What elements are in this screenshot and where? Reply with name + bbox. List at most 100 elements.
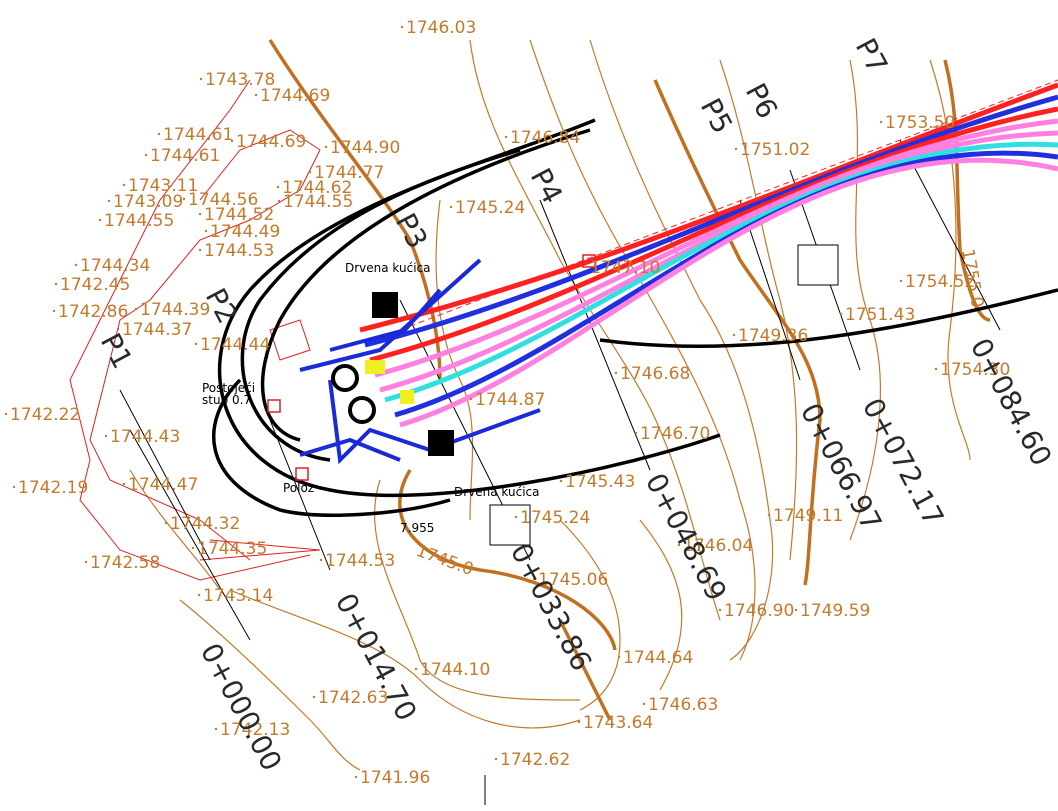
elevation-point [504,135,508,139]
elevation-point [718,608,722,612]
contour-line [229,589,581,729]
structure [299,437,401,462]
elevation-label: 1744.56 [188,190,258,210]
elevation-label: 1742.86 [58,302,128,322]
marker [582,254,596,268]
cable [379,130,1058,393]
elevation-point [319,558,323,562]
road-line [212,378,451,517]
elevation-point [839,312,843,316]
contour-line [719,59,798,561]
elevation-point [98,218,102,222]
elevation-point [577,720,581,724]
contour-line [639,519,683,691]
elevation-point [104,434,108,438]
elevation-point [584,265,588,269]
elevation-label: 1743.78 [205,70,275,90]
elevation-point [677,543,681,547]
elevation-point [122,482,126,486]
elevation-point [494,757,498,761]
elevation-point [414,667,418,671]
note-text: 7.955 [400,521,434,535]
note-text: Postojeći [202,381,255,395]
elevation-point [198,212,202,216]
road-line [599,288,1058,349]
elevation-point [134,307,138,311]
note-text: Poloz [283,481,314,495]
elevation-point [879,120,883,124]
cable [369,106,1058,363]
elevation-point [354,775,358,779]
elevation-point [144,153,148,157]
elevation-label: 1744.39 [140,300,210,320]
elevation-label: 1749.59 [800,601,870,621]
cable [399,157,1058,428]
elevation-label: 1743.09 [113,192,183,212]
elevation-label: 1744.10 [420,660,490,680]
section-line [539,199,651,471]
elevation-label: 1744.55 [104,211,174,231]
cable [359,82,1058,333]
elevation-label: 1745.24 [455,198,525,218]
elevation-label: 1746.68 [620,364,690,384]
elevation-point [449,205,453,209]
elevation-point [230,139,234,143]
highlight [400,390,414,404]
section-line [129,429,251,641]
elevation-point [214,727,218,731]
elevation-point [614,371,618,375]
elevation-point [794,608,798,612]
elevation-point [559,479,563,483]
cable [364,94,1058,348]
highlight [365,360,385,374]
elevation-label: 1744.35 [197,539,267,559]
elevation-label: 1743.11 [128,176,198,196]
elevation-point [4,412,8,416]
marker [267,399,281,413]
elevation-label: 1745.43 [565,472,635,492]
contour-line [129,469,221,591]
elevation-point [469,397,473,401]
elevation-point [532,577,536,581]
elevation-label: 1744.61 [163,125,233,145]
cable [384,141,1058,403]
elevation-label: 1744.37 [122,320,192,340]
elevation-point [122,183,126,187]
elevation-label: 1744.53 [325,551,395,571]
elevation-label: 1744.61 [150,146,220,166]
road-line [240,148,521,462]
elevation-point [308,170,312,174]
elevation-label: 1742.62 [500,750,570,770]
elevation-label: 1753.50 [885,113,955,133]
elevation-label: 1744.90 [330,138,400,158]
elevation-label: 1744.77 [314,163,384,183]
elevation-point [767,513,771,517]
elevation-label: 1744.34 [80,256,150,276]
elevation-label: 1742.63 [318,688,388,708]
section-line [119,389,211,561]
elevation-label: 1744.32 [170,514,240,534]
elevation-label: 1744.62 [282,178,352,198]
elevation-label: 1744.47 [128,475,198,495]
elevation-label: 1745.06 [538,570,608,590]
contour-line [435,199,474,521]
contour-line [589,39,774,661]
elevation-label: 1744.49 [210,222,280,242]
elevation-label: 1742.13 [220,720,290,740]
elevation-point [276,185,280,189]
elevation-point [194,342,198,346]
survey-line [269,319,311,361]
index-contour [653,79,822,586]
elevation-label: 1742.45 [60,275,130,295]
section-line [899,139,1001,331]
manhole [348,396,376,424]
elevation-label: 1744.87 [475,390,545,410]
house-icon [372,292,398,318]
elevation-point [164,521,168,525]
elevation-label: 1744.55 [283,192,353,212]
elevation-point [634,431,638,435]
elevation-label: 1747.10 [590,258,660,278]
note-text: stub 0.7 [202,393,251,407]
elevation-point [732,333,736,337]
elevation-label: 1754.52 [905,272,975,292]
